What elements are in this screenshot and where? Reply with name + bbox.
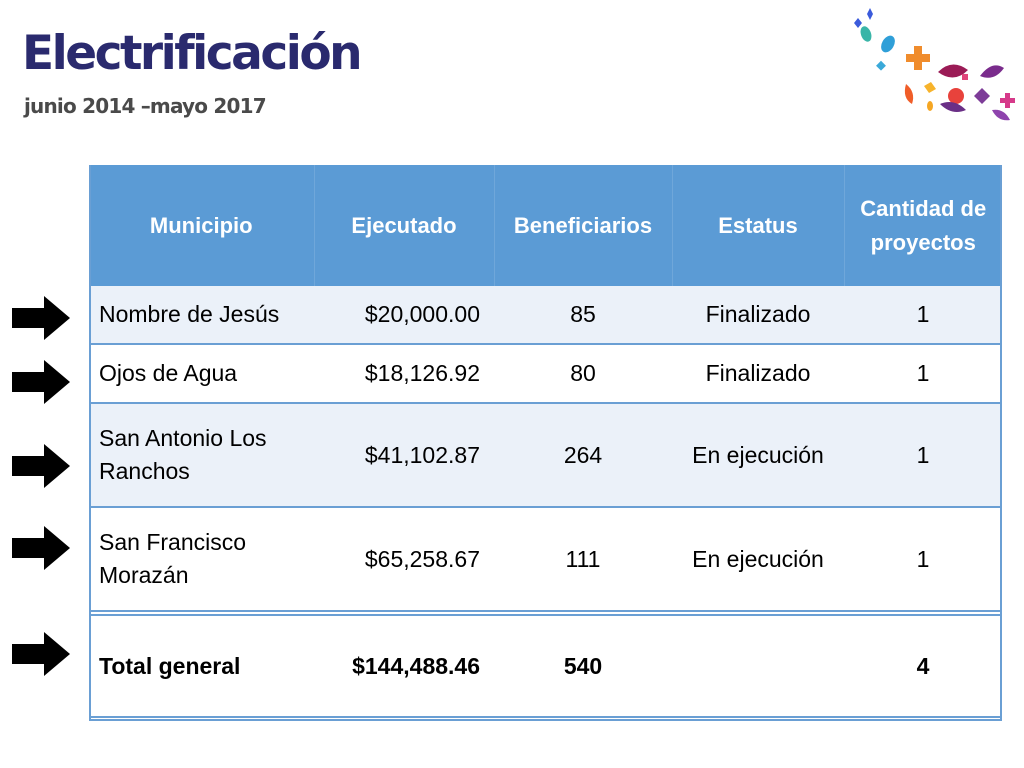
cell-estatus: Finalizado xyxy=(672,344,844,404)
page-title: Electrificación xyxy=(22,26,363,81)
cell-cantidad: 1 xyxy=(844,344,1002,404)
column-header-ejecutado: Ejecutado xyxy=(314,165,495,286)
cell-ejecutado: $41,102.87 xyxy=(314,403,494,508)
cell-beneficiarios: 85 xyxy=(494,286,672,345)
table-row: San Antonio Los Ranchos $41,102.87 264 E… xyxy=(89,403,1002,508)
electrification-table-container: Municipio Ejecutado Beneficiarios Estatu… xyxy=(89,165,1002,721)
cell-ejecutado: $20,000.00 xyxy=(314,286,494,345)
table-row: Nombre de Jesús $20,000.00 85 Finalizado… xyxy=(89,286,1002,345)
total-separator xyxy=(89,611,1002,616)
column-header-cantidad: Cantidad de proyectos xyxy=(844,165,1002,286)
column-header-beneficiarios: Beneficiarios xyxy=(494,165,673,286)
cell-beneficiarios: 264 xyxy=(494,403,672,508)
total-ejecutado: $144,488.46 xyxy=(314,615,494,718)
total-estatus xyxy=(672,615,844,718)
cell-ejecutado: $18,126.92 xyxy=(314,344,494,404)
cell-beneficiarios: 111 xyxy=(494,507,672,612)
arrow-right-icon xyxy=(12,444,70,488)
cell-municipio: San Francisco Morazán xyxy=(89,507,314,612)
total-row: Total general $144,488.46 540 4 xyxy=(89,615,1002,718)
table-row: Ojos de Agua $18,126.92 80 Finalizado 1 xyxy=(89,344,1002,404)
cell-estatus: En ejecución xyxy=(672,507,844,612)
table-header-row: Municipio Ejecutado Beneficiarios Estatu… xyxy=(89,165,1002,286)
column-header-municipio: Municipio xyxy=(89,165,315,286)
cell-cantidad: 1 xyxy=(844,403,1002,508)
confetti-decoration xyxy=(854,8,1015,121)
page-subtitle: junio 2014 –mayo 2017 xyxy=(24,94,267,118)
cell-municipio: San Antonio Los Ranchos xyxy=(89,403,314,508)
column-header-estatus: Estatus xyxy=(672,165,845,286)
total-cantidad: 4 xyxy=(844,615,1002,718)
arrow-right-icon xyxy=(12,360,70,404)
table-row: San Francisco Morazán $65,258.67 111 En … xyxy=(89,507,1002,612)
total-label: Total general xyxy=(89,615,314,718)
arrow-right-icon xyxy=(12,632,70,676)
electrification-table: Municipio Ejecutado Beneficiarios Estatu… xyxy=(89,165,1002,718)
cell-estatus: Finalizado xyxy=(672,286,844,345)
arrow-right-icon xyxy=(12,296,70,340)
cell-beneficiarios: 80 xyxy=(494,344,672,404)
cell-municipio: Nombre de Jesús xyxy=(89,286,314,345)
arrow-right-icon xyxy=(12,526,70,570)
cell-cantidad: 1 xyxy=(844,507,1002,612)
cell-ejecutado: $65,258.67 xyxy=(314,507,494,612)
cell-cantidad: 1 xyxy=(844,286,1002,345)
cell-municipio: Ojos de Agua xyxy=(89,344,314,404)
cell-estatus: En ejecución xyxy=(672,403,844,508)
total-beneficiarios: 540 xyxy=(494,615,672,718)
